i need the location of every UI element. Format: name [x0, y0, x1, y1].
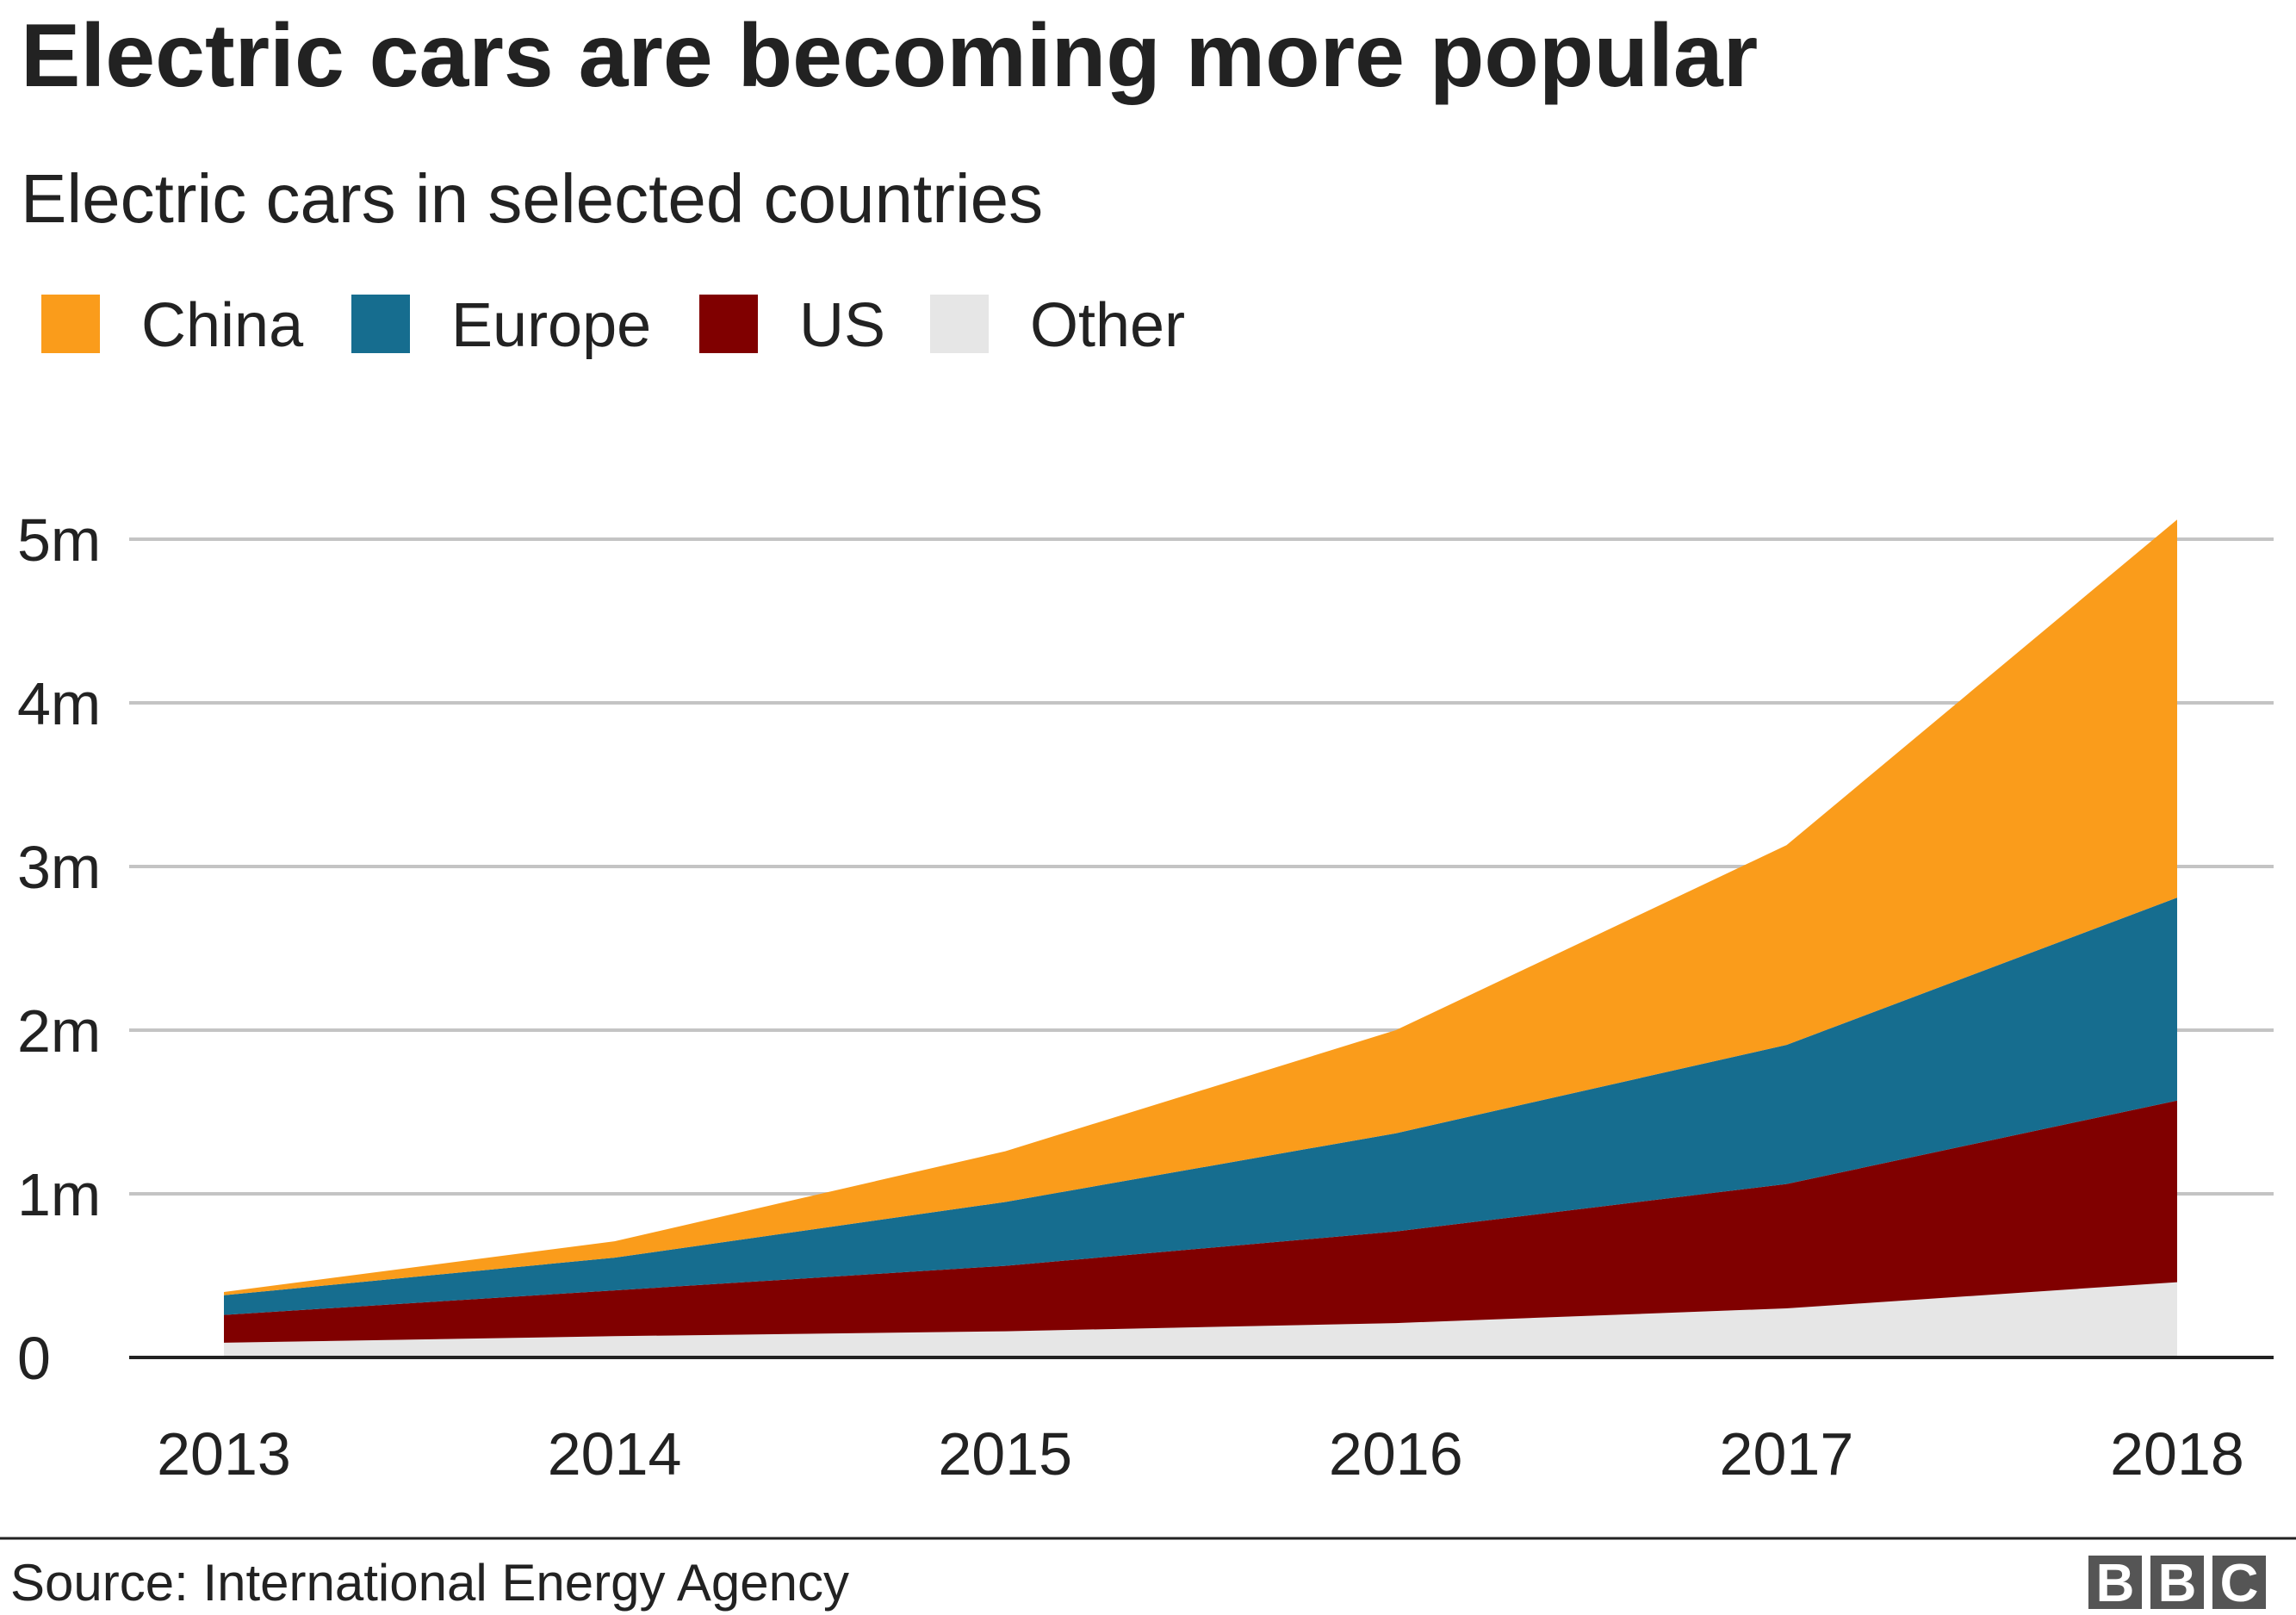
legend-swatch — [699, 295, 758, 353]
x-tick-label: 2018 — [2110, 1420, 2244, 1488]
area-china — [224, 519, 2177, 1295]
y-tick-label: 5m — [17, 506, 101, 574]
y-tick-label: 2m — [17, 997, 101, 1065]
x-tick-label: 2015 — [938, 1420, 1072, 1488]
y-tick-label: 4m — [17, 670, 101, 737]
legend-item-europe: Europe — [351, 291, 651, 360]
plot-areas — [224, 519, 2177, 1357]
legend-item-us: US — [699, 291, 885, 360]
legend-item-other: Other — [930, 291, 1185, 360]
svg-text:B: B — [2096, 1554, 2135, 1613]
y-tick-label: 1m — [17, 1161, 101, 1228]
chart-subtitle: Electric cars in selected countries — [21, 160, 1043, 237]
gridlines: 0 1m 2m 3m 4m 5m — [17, 506, 2274, 1392]
svg-text:B: B — [2158, 1554, 2197, 1613]
legend: China Europe US Other — [41, 291, 1185, 360]
bbc-logo: B B C — [2088, 1554, 2266, 1613]
x-tick-label: 2014 — [548, 1420, 682, 1488]
legend-swatch — [41, 295, 100, 353]
x-tick-label: 2013 — [157, 1420, 291, 1488]
y-tick-label: 0 — [17, 1325, 51, 1392]
x-tick-label: 2017 — [1720, 1420, 1854, 1488]
area-other — [224, 1282, 2177, 1357]
y-tick-label: 3m — [17, 834, 101, 901]
x-tick-label: 2016 — [1329, 1420, 1463, 1488]
legend-item-china: China — [41, 291, 304, 360]
source-note: Source: International Energy Agency — [10, 1554, 849, 1612]
legend-swatch — [930, 295, 989, 353]
x-axis: 2013 2014 2015 2016 2017 2018 — [157, 1420, 2244, 1488]
legend-swatch — [351, 295, 410, 353]
svg-text:C: C — [2220, 1554, 2259, 1613]
chart-title: Electric cars are becoming more popular — [21, 6, 1758, 106]
legend-label: US — [799, 291, 885, 360]
legend-label: Europe — [451, 291, 651, 360]
legend-label: China — [141, 291, 304, 360]
area-europe — [224, 898, 2177, 1315]
legend-label: Other — [1030, 291, 1185, 360]
area-us — [224, 1100, 2177, 1343]
